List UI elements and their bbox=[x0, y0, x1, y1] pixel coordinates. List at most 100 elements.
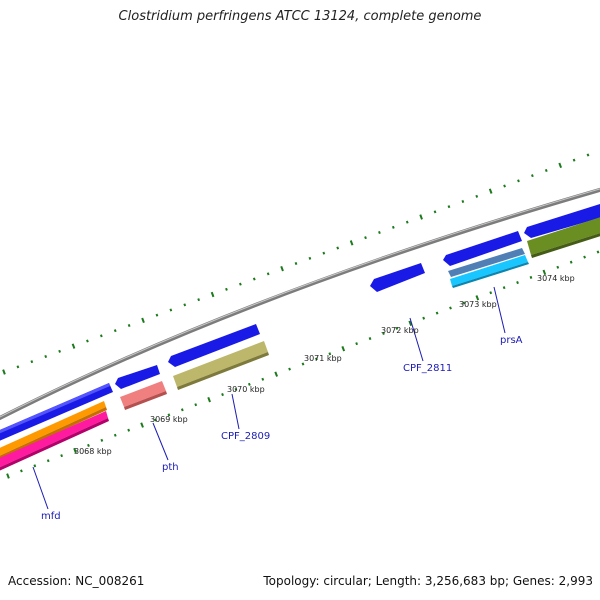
tick-mark bbox=[86, 339, 89, 343]
tick-mark bbox=[294, 261, 298, 266]
tick-mark bbox=[368, 337, 372, 341]
tick-mark bbox=[341, 346, 346, 352]
tick-mark bbox=[33, 464, 37, 468]
tick-mark bbox=[221, 393, 224, 397]
tick-mark bbox=[449, 306, 452, 310]
tick-mark bbox=[502, 286, 506, 290]
feature-track-2 bbox=[0, 217, 600, 471]
tick-mark bbox=[127, 323, 131, 328]
tick-mark bbox=[288, 367, 291, 371]
tick-mark bbox=[461, 199, 465, 204]
tick-mark bbox=[558, 162, 562, 169]
tick-mark bbox=[210, 291, 215, 298]
cds-feature bbox=[168, 324, 260, 367]
tick-mark bbox=[378, 230, 381, 235]
tick-mark bbox=[155, 313, 159, 317]
tick-mark bbox=[197, 298, 201, 302]
map-title: Clostridium perfringens ATCC 13124, comp… bbox=[118, 9, 482, 24]
cds-feature bbox=[524, 204, 600, 238]
tick-mark bbox=[140, 422, 144, 428]
tick-mark bbox=[382, 331, 385, 335]
cds-feature bbox=[115, 365, 160, 389]
tick-mark bbox=[99, 334, 103, 338]
tick-label: 3073 kbp bbox=[459, 300, 497, 309]
tick-label: 3070 kbp bbox=[227, 385, 265, 394]
feature-magenta bbox=[0, 411, 108, 468]
tick-label: 3074 kbp bbox=[537, 274, 575, 283]
inner-tick-ring bbox=[6, 250, 600, 479]
tick-mark bbox=[100, 438, 104, 442]
leader-line bbox=[409, 317, 424, 362]
tick-mark bbox=[322, 251, 326, 255]
tick-mark bbox=[274, 371, 279, 377]
tick-mark bbox=[113, 433, 117, 437]
tick-mark bbox=[462, 301, 466, 305]
tick-mark bbox=[113, 329, 117, 333]
tick-mark bbox=[71, 343, 76, 349]
leader-line bbox=[152, 422, 169, 461]
tick-mark bbox=[488, 188, 493, 194]
tick-mark bbox=[154, 418, 157, 422]
tick-mark bbox=[447, 205, 451, 209]
cds-feature bbox=[370, 263, 425, 292]
tick-mark bbox=[183, 303, 187, 307]
tick-mark bbox=[169, 308, 173, 312]
tick-mark bbox=[395, 326, 399, 330]
genome-summary-text: Topology: circular; Length: 3,256,683 bp… bbox=[263, 574, 593, 588]
tick-mark bbox=[542, 269, 547, 276]
tick-mark bbox=[391, 225, 395, 229]
tick-mark bbox=[529, 275, 533, 279]
genome-backbone-highlight bbox=[0, 188, 600, 418]
tick-mark bbox=[586, 153, 590, 157]
tick-mark bbox=[435, 311, 439, 315]
tick-mark bbox=[180, 408, 184, 412]
tick-mark bbox=[517, 179, 520, 183]
tick-mark bbox=[266, 272, 270, 276]
tick-mark bbox=[556, 265, 560, 269]
tick-mark bbox=[167, 413, 171, 417]
tick-mark bbox=[234, 387, 238, 391]
gene-label-cpf-2809[interactable]: CPF_2809 bbox=[221, 431, 270, 442]
gene-labels: mfd pth CPF_2809 CPF_2811 prsA bbox=[41, 335, 523, 522]
tick-mark bbox=[44, 354, 48, 359]
tick-mark bbox=[596, 250, 600, 254]
tick-mark bbox=[301, 362, 305, 366]
tick-mark bbox=[73, 447, 77, 454]
tick-mark bbox=[58, 349, 61, 353]
feature-khaki-edge bbox=[177, 352, 269, 390]
tick-mark bbox=[531, 174, 534, 178]
tick-mark bbox=[46, 459, 50, 463]
feature-cyan bbox=[450, 255, 528, 286]
gene-label-cpf-2811[interactable]: CPF_2811 bbox=[403, 363, 452, 374]
feature-cyan-edge bbox=[452, 262, 529, 288]
gene-label-mfd[interactable]: mfd bbox=[41, 511, 61, 522]
tick-mark bbox=[336, 246, 340, 250]
gene-label-prsa[interactable]: prsA bbox=[500, 335, 523, 346]
tick-mark bbox=[419, 214, 423, 220]
tick-labels: 3068 kbp 3069 kbp 3070 kbp 3071 kbp 3072… bbox=[74, 274, 575, 456]
tick-label: 3069 kbp bbox=[150, 415, 188, 424]
gene-label-pth[interactable]: pth bbox=[162, 462, 179, 473]
tick-mark bbox=[247, 382, 251, 386]
leader-line bbox=[493, 286, 506, 334]
tick-mark bbox=[280, 265, 284, 272]
tick-mark bbox=[489, 291, 493, 295]
accession-text: Accession: NC_008261 bbox=[8, 574, 145, 588]
tick-mark bbox=[239, 282, 242, 286]
tick-mark bbox=[355, 342, 359, 346]
tick-mark bbox=[475, 295, 480, 301]
outer-tick-ring bbox=[2, 153, 590, 375]
cds-forward-track bbox=[0, 204, 600, 441]
tick-mark bbox=[328, 352, 332, 356]
tick-label: 3071 kbp bbox=[304, 354, 342, 363]
tick-mark bbox=[475, 194, 479, 198]
genome-backbone bbox=[0, 187, 600, 421]
tick-mark bbox=[572, 158, 576, 162]
feature-olive-edge bbox=[531, 233, 600, 258]
feature-khaki bbox=[173, 341, 268, 387]
tick-mark bbox=[503, 184, 506, 188]
tick-mark bbox=[30, 360, 34, 364]
tick-label: 3072 kbp bbox=[381, 326, 419, 335]
tick-mark bbox=[583, 255, 586, 259]
